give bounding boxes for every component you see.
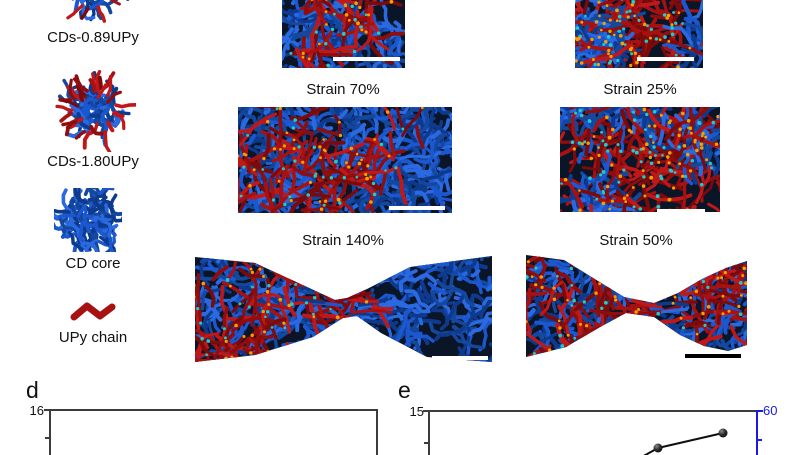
strain-50-label: Strain 50% — [599, 232, 673, 249]
scale-bar — [333, 57, 400, 61]
scale-bar-black — [685, 354, 741, 358]
chart-e-right-ytick-label: 60 — [763, 403, 778, 418]
chart-d-minor-tick — [45, 437, 49, 439]
sim-image-strain-140 — [195, 256, 492, 362]
data-point-marker — [653, 443, 663, 453]
chart-e-left-minor-tick — [424, 442, 428, 444]
panel-letter-e: e — [398, 377, 411, 403]
chart-e-right-minor-tick — [758, 439, 762, 441]
scale-bar — [389, 206, 445, 210]
legend-label-cds-180upy: CDs-1.80UPy — [47, 153, 139, 170]
scale-bar — [432, 356, 488, 360]
panel-letter-d: d — [26, 377, 39, 403]
upy-chain-zigzag-icon — [70, 302, 116, 321]
sim-image-strain-50 — [526, 255, 747, 357]
scale-bar — [657, 209, 705, 213]
chart-e-left-major-tick — [423, 410, 428, 412]
molecule-cd-core-graphic — [54, 188, 122, 252]
chart-e-top-axis — [428, 410, 758, 412]
strain-25-label: Strain 25% — [603, 81, 677, 98]
chart-d-top-axis — [49, 409, 378, 411]
chart-d-major-tick — [44, 409, 49, 411]
molecule-cds-089upy-graphic — [66, 0, 130, 23]
chart-e-left-ytick-label: 15 — [409, 404, 424, 419]
sim-image-strain-70 — [238, 107, 452, 213]
sim-image-top-left — [282, 0, 405, 68]
chart-e-right-axis-blue — [756, 410, 758, 455]
chart-e-right-major-tick — [758, 410, 763, 412]
chart-d-left-axis — [49, 409, 51, 455]
sim-image-strain-25 — [560, 107, 720, 212]
molecule-cds-180upy-graphic — [55, 70, 136, 152]
data-point-marker — [718, 428, 728, 438]
chart-d-ytick-label: 16 — [29, 403, 44, 418]
chart-d-right-axis — [376, 409, 378, 455]
legend-label-cd-core: CD core — [65, 255, 121, 272]
legend-label-upy-chain: UPy chain — [58, 329, 128, 346]
strain-70-label: Strain 70% — [306, 81, 380, 98]
chart-e-data-line — [643, 428, 728, 455]
strain-140-label: Strain 140% — [302, 232, 384, 249]
chart-e-left-axis — [428, 410, 430, 455]
legend-label-cds-089upy: CDs-0.89UPy — [47, 29, 139, 46]
scale-bar — [637, 57, 694, 61]
